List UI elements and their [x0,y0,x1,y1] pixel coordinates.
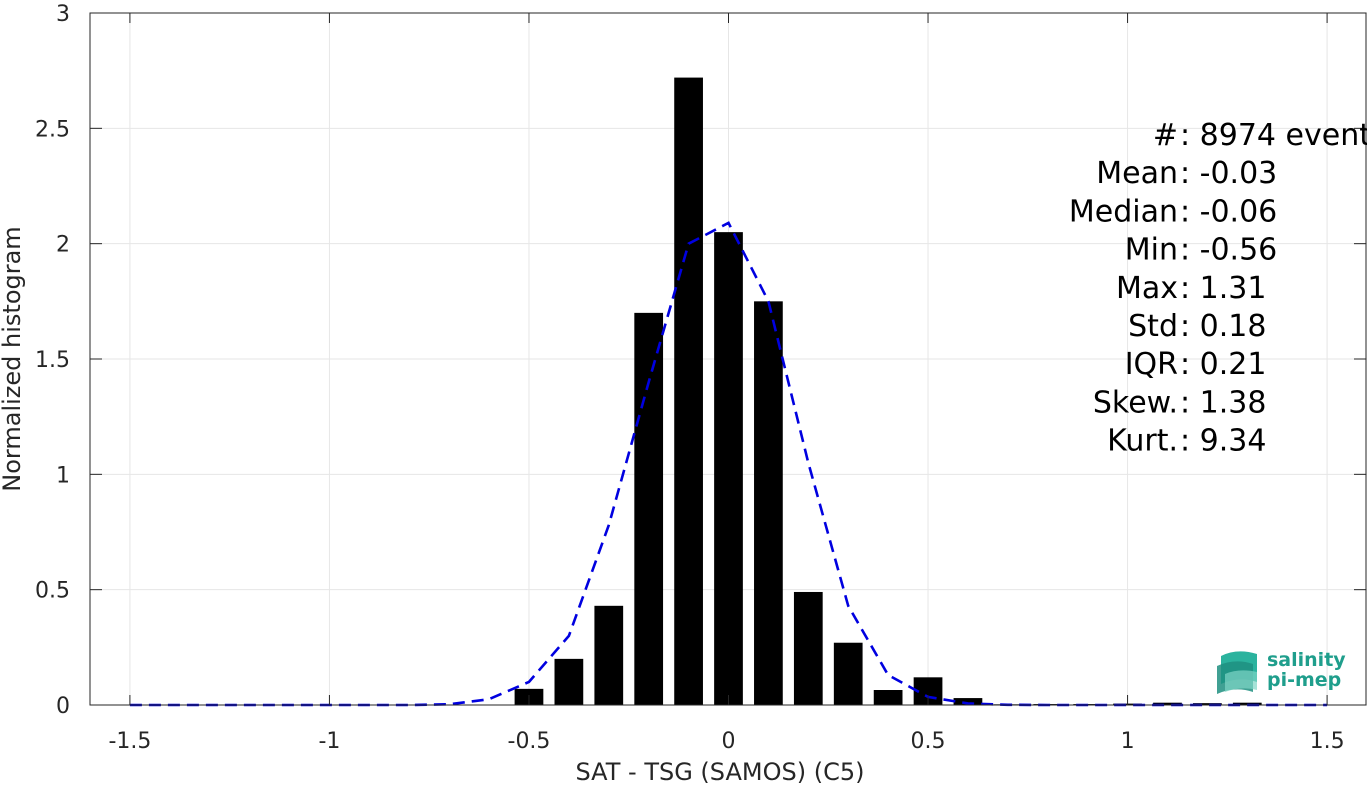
stat-label: Min [1125,233,1178,268]
stat-value: : 8974 events [1180,118,1367,153]
y-tick-label: 2 [56,233,70,258]
histogram-bar [714,232,743,705]
histogram-bar [953,698,983,705]
x-tick-label: 1.5 [1310,729,1345,754]
stat-value: : 0.21 [1180,347,1266,382]
histogram-bar [634,312,664,705]
stat-value: : 0.18 [1180,309,1266,344]
salinity-pi-mep-logo: salinity pi-mep [1217,649,1346,694]
histogram-bar [793,591,823,705]
y-tick-label: 0.5 [35,579,70,604]
x-tick-labels: -1.5 -1 -0.5 0 0.5 1 1.5 [108,729,1344,754]
stat-label: Skew. [1093,385,1178,420]
stat-value: : -0.56 [1180,233,1277,268]
x-tick-label: 0.5 [911,729,946,754]
stat-label: Median [1069,194,1178,229]
histogram-bar [674,77,703,705]
stat-label: Max [1116,271,1178,306]
y-tick-label: 0 [56,694,70,719]
histogram-bar [1153,702,1182,705]
histogram-bar [833,642,863,705]
y-axis-label: Normalized histogram [0,226,26,491]
x-tick-label: 0 [722,729,736,754]
logo-wave-icon [1217,651,1257,694]
histogram-bar [873,690,903,705]
y-tick-label: 2.5 [35,117,70,142]
histogram-bar [554,658,584,705]
stat-value: : -0.03 [1180,156,1277,191]
y-tick-label: 3 [56,2,70,27]
stat-value: : 9.34 [1180,424,1266,459]
stat-label: Mean [1096,156,1178,191]
stat-label: # [1153,118,1178,153]
stat-label: IQR [1125,347,1178,382]
x-tick-label: 1 [1121,729,1135,754]
logo-line2: pi-mep [1267,669,1341,691]
x-axis-label: SAT - TSG (SAMOS) (C5) [576,758,865,785]
x-tick-label: -1 [318,729,340,754]
histogram-bar [754,301,783,705]
stat-label: Std [1128,309,1178,344]
histogram-bar [1193,703,1222,705]
x-tick-label: -0.5 [508,729,551,754]
logo-line1: salinity [1267,649,1346,671]
stat-value: : 1.38 [1180,385,1266,420]
stat-label: Kurt. [1107,424,1178,459]
y-tick-labels: 0 0.5 1 1.5 2 2.5 3 [35,2,70,719]
y-tick-label: 1 [56,463,70,488]
histogram-bar [594,605,624,705]
axes [89,12,1367,706]
stat-value: : 1.31 [1180,271,1266,306]
stat-value: : -0.06 [1180,194,1277,229]
y-tick-label: 1.5 [35,348,70,373]
x-tick-label: -1.5 [108,729,151,754]
